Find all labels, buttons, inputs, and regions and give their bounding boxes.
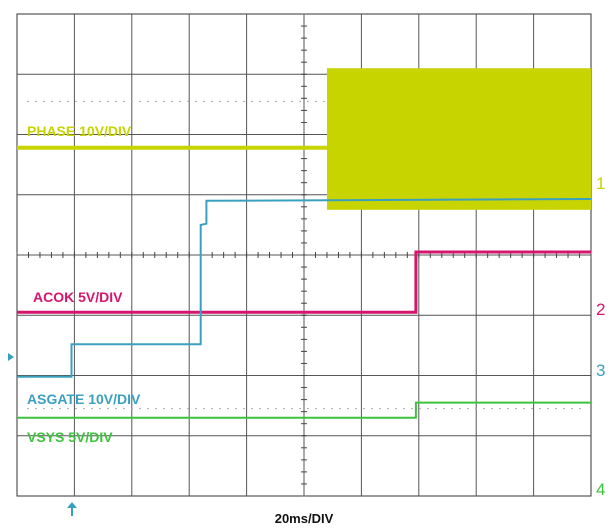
ground-marker-icon xyxy=(8,353,14,361)
trace-label: VSYS 5V/DIV xyxy=(27,429,113,445)
trace-vsys xyxy=(17,401,591,419)
phase-switching-region xyxy=(326,68,591,210)
trace-labels: PHASE 10V/DIV ACOK 5V/DIV ASGATE 10V/DIV VS… xyxy=(27,123,141,445)
trace-line xyxy=(17,401,591,419)
traces xyxy=(17,68,592,419)
trace-asgate xyxy=(17,198,592,378)
channel-markers: 1 2 3 4 xyxy=(8,174,605,516)
trace-line xyxy=(17,198,592,378)
trace-label: ACOK 5V/DIV xyxy=(33,289,123,305)
trace-line xyxy=(17,250,591,314)
trigger-marker-icon xyxy=(67,502,77,508)
channel-marker: 4 xyxy=(596,480,605,499)
trace-acok xyxy=(17,250,591,314)
trace-phase xyxy=(17,68,591,210)
trace-label: PHASE 10V/DIV xyxy=(27,123,132,139)
trace-label: ASGATE 10V/DIV xyxy=(27,391,141,407)
channel-marker: 1 xyxy=(596,174,605,193)
channel-marker: 3 xyxy=(596,361,605,380)
channel-marker: 2 xyxy=(596,300,605,319)
x-axis-label: 20ms/DIV xyxy=(275,511,334,526)
